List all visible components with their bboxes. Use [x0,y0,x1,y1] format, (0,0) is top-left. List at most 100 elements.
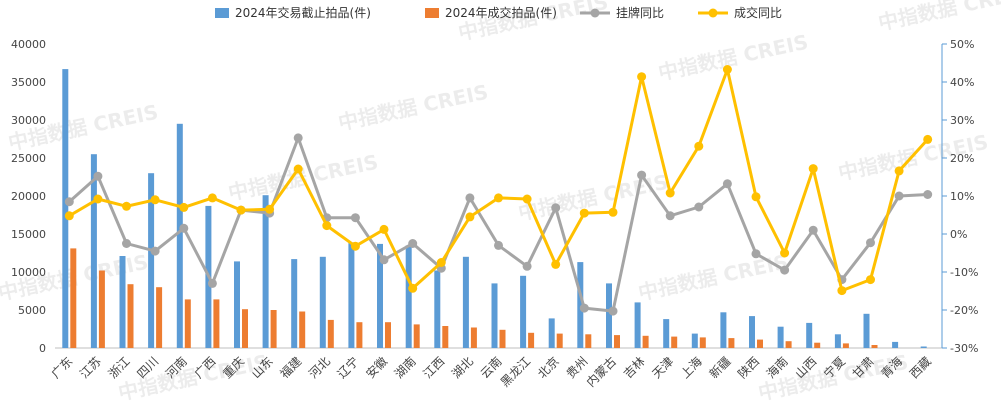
watermark-text: 中指数据 CREIS [636,250,790,305]
bar [98,270,105,348]
line-point [780,248,790,258]
line-point [207,193,217,203]
bar [127,284,134,348]
bar [749,316,755,348]
legend-marker [708,8,718,18]
line-point [522,261,532,271]
line-point [379,255,389,265]
line-point [637,170,647,180]
line-point [751,249,761,259]
line-point [408,283,418,293]
y-right-tick-label: 0% [950,228,967,241]
bar [377,243,383,348]
y-left-tick-label: 40000 [11,38,46,51]
bar [548,318,555,348]
bar [262,195,269,348]
category-label: 安徽 [363,354,391,382]
line-point [808,225,818,235]
line-point [894,166,904,176]
category-label: 上海 [677,354,705,382]
category-label: 北京 [535,354,562,381]
line-point [722,65,732,74]
line-point [608,207,618,217]
line-point [579,303,589,313]
bar [556,333,563,348]
legend-label: 成交同比 [734,5,782,20]
watermark-text: 中指数据 CREIS [516,170,670,225]
line-point [122,239,131,248]
y-left-tick-label: 10000 [11,266,46,279]
bar [348,242,355,348]
bar [385,322,391,348]
bar [119,256,126,348]
category-label: 浙江 [106,354,133,381]
bar [642,335,649,348]
bar [842,343,849,348]
bar [299,311,306,348]
y-right-tick-label: 10% [950,190,974,203]
bar [176,123,183,348]
category-label: 湖南 [391,354,419,382]
bar [356,322,363,348]
line-point [923,134,933,144]
bar [671,336,678,348]
bar [148,173,155,348]
line-point [322,221,332,231]
y-right-tick-label: 50% [950,38,974,51]
bar [234,261,240,348]
y-left-tick-label: 35000 [11,76,46,89]
legend-label: 2024年交易截止拍品(件) [235,5,371,20]
line-point [465,212,475,222]
line-point [494,193,503,203]
line-point [694,202,704,212]
bar [814,342,821,348]
line-point [923,190,933,199]
bar [434,270,441,348]
bar [606,283,612,348]
legend-swatch [215,8,229,18]
watermark-text: 中指数据 CREIS [876,0,1001,35]
legend-label: 2024年成交拍品(件) [445,5,557,20]
bar [327,319,334,348]
bar [699,337,706,348]
line-point [694,141,704,151]
bar [634,302,641,348]
y-right-tick-label: -20% [950,304,978,317]
category-label: 黑龙江 [498,354,533,389]
category-label: 福建 [277,354,305,382]
line-point [93,171,103,181]
legend-label: 挂牌同比 [616,6,664,20]
bar [213,299,220,348]
line-point [579,208,589,218]
bar [892,341,899,348]
category-label: 江西 [421,354,448,381]
line-point [207,278,217,288]
category-label: 西藏 [907,354,934,381]
bar [614,335,620,348]
category-label: 湖北 [448,354,476,382]
line-point [64,211,74,221]
line-point [722,179,732,189]
axes: 0 5000 10000 15000 20000 25000 30000 35000 40000… [11,38,978,355]
line-point [293,164,303,174]
legend-marker [590,8,600,18]
bar [663,319,670,348]
line-point [122,201,131,211]
category-label: 江苏 [77,354,104,381]
legend: 2024年交易截止拍品(件) 2024年成交拍品(件) 挂牌同比 成交同比 [215,5,782,20]
line-point [150,246,160,256]
bar [413,324,420,348]
bar [319,256,326,348]
category-label: 河北 [306,354,333,381]
bar [785,341,792,348]
bar [470,327,477,348]
line-point [894,191,904,201]
line-point [436,258,446,267]
legend-swatch [425,8,439,18]
bar [291,259,298,348]
bar [62,69,69,348]
bars [62,69,927,348]
category-label: 内蒙古 [583,354,619,390]
bar [863,313,870,348]
